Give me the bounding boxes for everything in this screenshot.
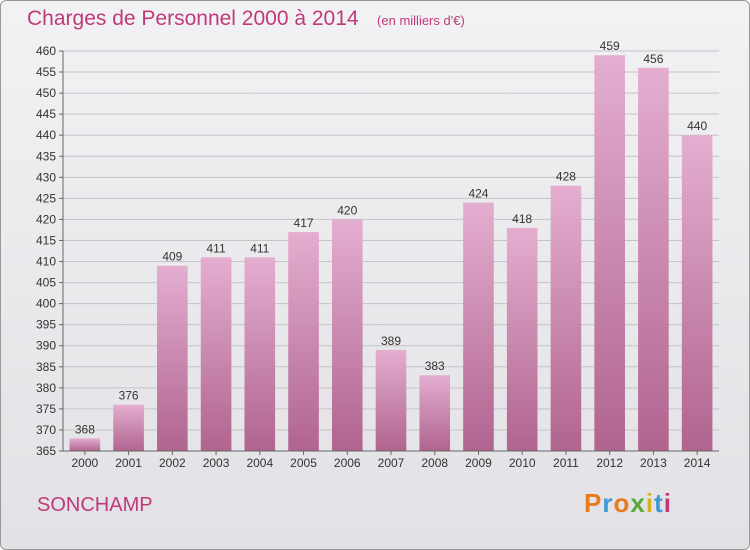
data-label: 456 bbox=[643, 52, 663, 66]
y-tick-label: 425 bbox=[36, 191, 56, 205]
bar bbox=[638, 67, 669, 451]
bar bbox=[463, 202, 494, 451]
x-tick-label: 2004 bbox=[246, 456, 273, 470]
y-tick-label: 390 bbox=[36, 339, 56, 353]
data-label: 368 bbox=[75, 422, 95, 436]
y-tick-label: 455 bbox=[36, 65, 56, 79]
bar bbox=[594, 55, 625, 452]
y-tick-label: 445 bbox=[36, 107, 56, 121]
x-tick-label: 2001 bbox=[115, 456, 142, 470]
x-tick-label: 2003 bbox=[203, 456, 230, 470]
chart-unit: (en milliers d'€) bbox=[377, 13, 465, 28]
bar bbox=[331, 219, 363, 451]
data-label: 459 bbox=[600, 39, 620, 53]
x-tick-label: 2014 bbox=[684, 456, 711, 470]
x-tick-label: 2005 bbox=[290, 456, 317, 470]
x-tick-label: 2008 bbox=[421, 456, 448, 470]
y-tick-label: 440 bbox=[36, 128, 56, 142]
x-tick-label: 2007 bbox=[378, 456, 405, 470]
x-tick-label: 2012 bbox=[596, 456, 623, 470]
data-label: 424 bbox=[468, 187, 488, 201]
x-tick-label: 2009 bbox=[465, 456, 492, 470]
brand-letter: r bbox=[602, 488, 614, 518]
brand-letter: o bbox=[613, 488, 631, 518]
y-tick-label: 405 bbox=[36, 276, 56, 290]
x-tick-label: 2013 bbox=[640, 456, 667, 470]
brand-letter: t bbox=[654, 488, 664, 518]
bar bbox=[681, 135, 713, 452]
y-tick-label: 365 bbox=[36, 444, 56, 458]
y-tick-label: 375 bbox=[36, 402, 56, 416]
brand-letter: x bbox=[630, 488, 646, 518]
data-label: 420 bbox=[337, 203, 357, 217]
y-tick-label: 385 bbox=[36, 360, 56, 374]
x-tick-label: 2011 bbox=[553, 456, 579, 470]
x-tick-label: 2010 bbox=[509, 456, 536, 470]
data-label: 409 bbox=[162, 250, 182, 264]
brand-letter: P bbox=[584, 488, 603, 518]
data-label: 428 bbox=[556, 170, 576, 184]
chart-title: Charges de Personnel 2000 à 2014 bbox=[27, 7, 359, 30]
data-label: 389 bbox=[381, 334, 401, 348]
data-label: 376 bbox=[119, 389, 139, 403]
data-label: 383 bbox=[425, 359, 445, 373]
bar bbox=[244, 257, 276, 451]
data-label: 418 bbox=[512, 212, 532, 226]
data-label: 411 bbox=[206, 241, 225, 255]
bar bbox=[200, 257, 232, 451]
bar bbox=[550, 185, 582, 451]
y-tick-label: 420 bbox=[36, 212, 56, 226]
x-tick-label: 2000 bbox=[72, 456, 99, 470]
brand-letter: i bbox=[663, 488, 672, 518]
bar bbox=[69, 438, 101, 451]
bar bbox=[288, 232, 319, 451]
y-tick-label: 460 bbox=[36, 44, 56, 58]
brand-letter: i bbox=[645, 488, 655, 518]
bar bbox=[375, 349, 407, 451]
y-tick-label: 450 bbox=[36, 86, 56, 100]
y-tick-label: 430 bbox=[36, 170, 56, 184]
x-tick-label: 2002 bbox=[159, 456, 186, 470]
bar bbox=[157, 265, 188, 451]
data-label: 411 bbox=[250, 241, 269, 255]
bar bbox=[419, 375, 451, 451]
y-tick-label: 415 bbox=[36, 233, 56, 247]
bar bbox=[113, 404, 144, 451]
data-label: 440 bbox=[687, 119, 707, 133]
brand-logo: Proxiti bbox=[584, 488, 672, 519]
y-tick-label: 380 bbox=[36, 381, 56, 395]
data-label: 417 bbox=[294, 216, 314, 230]
bar bbox=[506, 227, 538, 451]
title-line: Charges de Personnel 2000 à 2014 (en mil… bbox=[27, 7, 465, 31]
y-tick-label: 400 bbox=[36, 297, 56, 311]
y-tick-label: 435 bbox=[36, 149, 56, 163]
location-name: SONCHAMP bbox=[37, 494, 153, 516]
x-tick-label: 2006 bbox=[334, 456, 361, 470]
y-tick-label: 395 bbox=[36, 318, 56, 332]
y-tick-label: 370 bbox=[36, 423, 56, 437]
y-tick-label: 410 bbox=[36, 255, 56, 269]
